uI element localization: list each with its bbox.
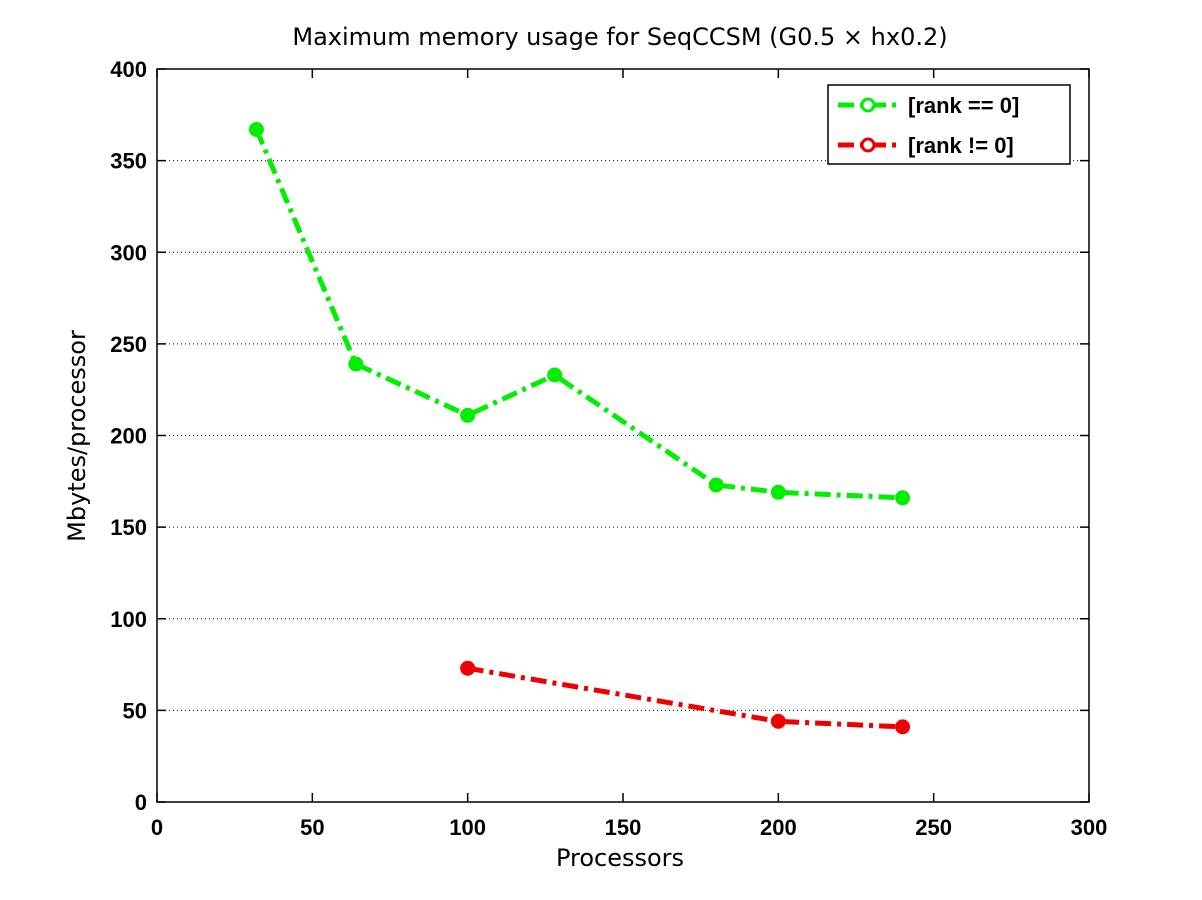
x-axis-label: Processors <box>556 844 684 872</box>
y-tick-label: 250 <box>110 332 147 357</box>
series-line <box>254 128 903 501</box>
series-layer <box>248 121 911 735</box>
y-tick-label: 200 <box>110 424 147 449</box>
y-tick-label: 100 <box>110 607 147 632</box>
y-tick-label: 50 <box>123 698 147 723</box>
data-point <box>348 356 364 372</box>
series-line <box>467 665 903 730</box>
legend-swatch-marker <box>860 97 876 113</box>
x-tick-label: 0 <box>151 815 163 840</box>
data-point <box>460 407 476 423</box>
legend: [rank == 0] [rank != 0] <box>827 84 1071 165</box>
grid-layer <box>157 160 1089 711</box>
data-point <box>708 477 724 493</box>
x-tick-label: 200 <box>760 815 797 840</box>
chart-title: Maximum memory usage for SeqCCSM (G0.5 ×… <box>292 23 947 51</box>
x-tick-label: 150 <box>605 815 642 840</box>
data-point <box>460 660 476 676</box>
data-point <box>895 719 911 735</box>
x-tick-label: 100 <box>449 815 486 840</box>
y-tick-label: 0 <box>135 790 147 815</box>
tick-layer: 0 50 100 150 200 250 300 350 400 0 50 100 150 200 250 3… <box>110 57 1107 840</box>
data-point <box>770 484 786 500</box>
legend-swatch-marker <box>860 137 876 153</box>
x-tick-label: 250 <box>915 815 952 840</box>
y-tick-label: 150 <box>110 515 147 540</box>
x-tick-label: 50 <box>300 815 324 840</box>
y-axis-label: Mbytes/processor <box>63 330 91 542</box>
y-tick-label: 300 <box>110 240 147 265</box>
y-tick-label: 350 <box>110 149 147 174</box>
x-tick-label: 300 <box>1071 815 1108 840</box>
data-point <box>770 713 786 729</box>
y-tick-label: 400 <box>110 57 147 82</box>
data-point <box>248 121 264 137</box>
data-point <box>895 490 911 506</box>
legend-label: [rank != 0] <box>908 133 1014 158</box>
legend-label: [rank == 0] <box>908 93 1019 118</box>
data-point <box>547 367 563 383</box>
